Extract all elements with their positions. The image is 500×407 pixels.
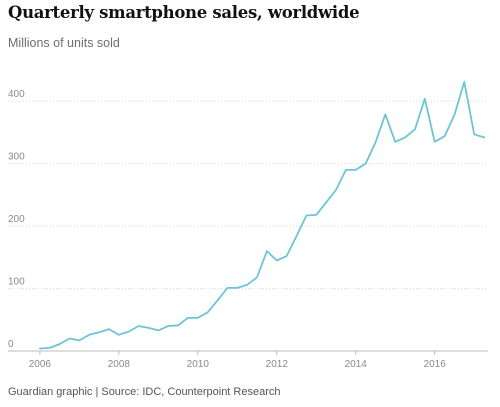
- data-point: [354, 168, 357, 171]
- chart-subtitle: Millions of units sold: [8, 36, 120, 50]
- x-tick-label-2010: 2010: [187, 359, 210, 370]
- x-tick-label-2008: 2008: [108, 359, 131, 370]
- data-point: [364, 162, 367, 165]
- y-tick-label-300: 300: [8, 152, 25, 163]
- x-axis: [8, 350, 488, 355]
- data-point: [177, 324, 180, 327]
- x-tick-labels: 2006 2008 2010 2012 2014 2016: [29, 359, 447, 370]
- data-point: [414, 128, 417, 131]
- data-point: [275, 259, 278, 262]
- chart-title: Quarterly smartphone sales, worldwide: [8, 3, 360, 22]
- series-layer: [38, 80, 486, 350]
- source-note: Guardian graphic | Source: IDC, Counterp…: [8, 386, 281, 398]
- y-tick-label-400: 400: [8, 89, 25, 100]
- data-point: [98, 331, 101, 334]
- data-point: [216, 299, 219, 302]
- y-tick-labels: 0 100 200 300 400: [8, 89, 25, 350]
- x-tick-label-2014: 2014: [345, 359, 368, 370]
- series-line-0: [39, 81, 486, 350]
- data-point: [68, 337, 71, 340]
- data-point: [483, 136, 486, 139]
- data-point: [137, 325, 140, 328]
- data-point: [127, 330, 130, 333]
- data-point: [315, 213, 318, 216]
- gridlines: [8, 100, 488, 290]
- data-point: [206, 311, 209, 314]
- data-point: [374, 141, 377, 144]
- data-point: [186, 316, 189, 319]
- data-point: [404, 136, 407, 139]
- data-point: [157, 329, 160, 332]
- data-point: [423, 97, 426, 100]
- data-point: [78, 339, 81, 342]
- data-point: [117, 333, 120, 336]
- data-point: [246, 283, 249, 286]
- data-point: [167, 325, 170, 328]
- data-point: [285, 255, 288, 258]
- data-point: [453, 114, 456, 117]
- data-point: [384, 113, 387, 116]
- data-point: [433, 140, 436, 143]
- y-tick-label-0: 0: [8, 339, 14, 350]
- data-point: [305, 214, 308, 217]
- data-point: [463, 80, 466, 83]
- data-point: [473, 133, 476, 136]
- x-tick-label-2012: 2012: [266, 359, 289, 370]
- data-point: [58, 343, 61, 346]
- data-point: [443, 135, 446, 138]
- data-point: [335, 188, 338, 191]
- data-point: [147, 326, 150, 329]
- data-point: [38, 347, 41, 350]
- data-point: [295, 235, 298, 238]
- data-point: [48, 346, 51, 349]
- data-point: [226, 286, 229, 289]
- y-tick-label-100: 100: [8, 277, 25, 288]
- data-point: [344, 168, 347, 171]
- data-point: [236, 286, 239, 289]
- x-tick-label-2016: 2016: [424, 359, 447, 370]
- data-point: [325, 201, 328, 204]
- data-point: [394, 140, 397, 143]
- data-point: [88, 333, 91, 336]
- data-point: [196, 316, 199, 319]
- x-tick-label-2006: 2006: [29, 359, 52, 370]
- data-point: [108, 328, 111, 331]
- y-tick-label-200: 200: [8, 214, 25, 225]
- data-point: [256, 276, 259, 279]
- data-point: [265, 250, 268, 253]
